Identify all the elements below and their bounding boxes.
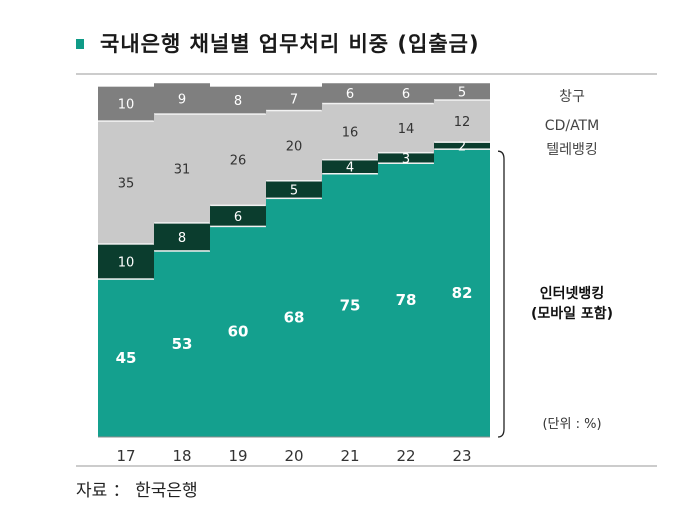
data-label: 10 [118, 98, 135, 113]
data-label: 14 [398, 122, 415, 137]
stacked-bar-chart: 4510351017538319186062681968520720754166… [76, 73, 657, 467]
bar-segment [98, 244, 154, 279]
data-label: 68 [284, 309, 305, 327]
bar-segment [378, 83, 434, 103]
x-tick-label: 17 [116, 447, 135, 465]
data-label: 45 [116, 349, 137, 367]
bar-segment [210, 86, 266, 114]
x-tick-label: 23 [452, 447, 471, 465]
bar-segment [210, 114, 266, 205]
bar-segment [266, 86, 322, 110]
bar-segment [322, 174, 378, 437]
bar-segment [154, 251, 210, 437]
data-label: 6 [234, 210, 242, 225]
data-label: 6 [346, 87, 354, 102]
legend-label: (모바일 포함) [531, 305, 613, 322]
unit-note: (단위 : %) [542, 417, 601, 432]
data-label: 10 [118, 256, 135, 271]
bar-segment [154, 83, 210, 114]
data-label: 82 [452, 284, 473, 302]
bar-segment [154, 114, 210, 223]
bar-segment [322, 83, 378, 103]
bar-segment [98, 279, 154, 437]
bar-segment [322, 160, 378, 173]
data-label: 35 [118, 177, 135, 192]
x-tick-label: 22 [396, 447, 415, 465]
data-label: 2 [458, 140, 466, 155]
legend-label: 인터넷뱅킹 [540, 285, 604, 302]
bar-segment [434, 100, 490, 142]
data-label: 8 [178, 231, 186, 246]
source-note: 자료 ： 한국은행 [76, 481, 198, 501]
bar-segment [434, 83, 490, 100]
bar-segment [266, 199, 322, 437]
data-label: 78 [396, 291, 417, 309]
bar-segment [154, 223, 210, 251]
data-label: 6 [402, 87, 410, 102]
bar-segment [266, 111, 322, 181]
data-label: 16 [342, 126, 359, 141]
bar-segment [434, 142, 490, 149]
bar-segment [98, 121, 154, 244]
bar-segment [210, 206, 266, 226]
x-tick-label: 21 [340, 447, 359, 465]
title-bullet [76, 39, 84, 49]
x-tick-label: 19 [228, 447, 247, 465]
x-tick-label: 20 [284, 447, 303, 465]
data-label: 12 [454, 115, 471, 130]
data-label: 3 [402, 152, 410, 167]
data-label: 26 [230, 154, 247, 169]
data-label: 9 [178, 92, 186, 107]
internet-banking-bracket [497, 150, 505, 438]
bar-segment [378, 104, 434, 152]
bar-segment [434, 149, 490, 437]
bar-segment [266, 181, 322, 198]
bar-segment [98, 86, 154, 121]
chart-title: 국내은행 채널별 업무처리 비중 (입출금) [100, 32, 480, 56]
data-label: 31 [174, 162, 191, 177]
bar-segment [378, 153, 434, 163]
data-label: 53 [172, 335, 193, 353]
data-label: 8 [234, 94, 242, 109]
x-tick-label: 18 [172, 447, 191, 465]
legend-label: 창구 [559, 89, 585, 105]
data-label: 5 [458, 85, 466, 100]
legend-label: 텔레뱅킹 [546, 142, 598, 158]
legend-label: CD/ATM [545, 118, 599, 134]
data-label: 20 [286, 140, 303, 155]
bar-segment [210, 227, 266, 437]
bar-segment [322, 104, 378, 159]
data-label: 5 [290, 184, 298, 199]
data-label: 7 [290, 92, 298, 107]
bar-segment [378, 163, 434, 437]
data-label: 60 [228, 323, 249, 341]
data-label: 75 [340, 296, 361, 314]
data-label: 4 [346, 161, 354, 176]
